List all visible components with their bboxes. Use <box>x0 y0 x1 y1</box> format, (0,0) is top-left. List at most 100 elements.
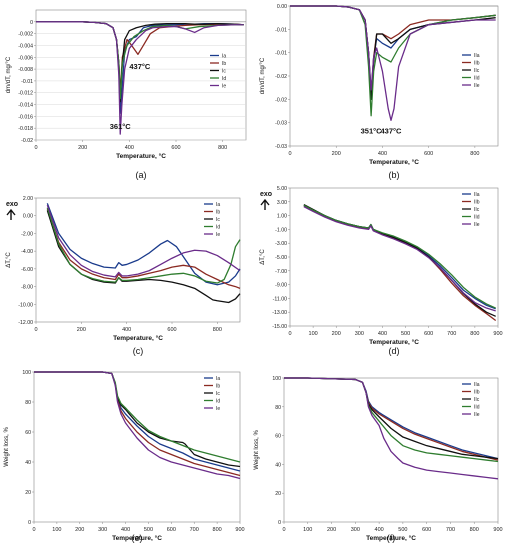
exo-label-c: exo <box>6 201 18 208</box>
y-tick-label-a-10: -0.02 <box>21 138 33 144</box>
x-tick-label-d-7: 700 <box>447 331 456 337</box>
series-line-c-Ia <box>46 203 241 286</box>
peak-annotation-b-0: 351°C <box>361 127 383 136</box>
legend-label-b-2: IIc <box>474 68 480 74</box>
x-axis-label-a: Temperature, °C <box>116 152 166 160</box>
y-tick-label-b-5: -0.03 <box>275 121 287 127</box>
x-axis-label-e: Temperature, °C <box>112 534 162 542</box>
x-tick-label-f-5: 500 <box>398 527 407 533</box>
x-tick-label-b-3: 600 <box>424 151 433 157</box>
y-tick-label-f-0: 0 <box>278 520 281 526</box>
y-tick-label-a-4: -0.008 <box>18 67 33 73</box>
x-tick-label-b-0: 0 <box>288 151 291 157</box>
y-tick-label-d-9: -13.00 <box>272 310 287 316</box>
legend-label-c-1: Ib <box>216 210 220 216</box>
panel-label-e: (e) <box>132 533 143 543</box>
y-tick-label-e-1: 20 <box>25 490 31 496</box>
series-line-d-IIb <box>303 205 497 322</box>
y-tick-label-d-0: 5.00 <box>277 186 287 192</box>
panel-e: 0 100 200 300 400 500 600 700 800 900 0 20 40 60 80 100… <box>4 370 245 543</box>
y-tick-label-c-2: -2.00 <box>21 231 33 237</box>
x-tick-label-e-8: 800 <box>213 527 222 533</box>
y-tick-label-d-5: -5.00 <box>275 255 287 261</box>
panel-label-d: (d) <box>389 346 400 356</box>
exo-arrow-icon <box>260 198 270 210</box>
x-tick-label-f-6: 600 <box>422 527 431 533</box>
x-tick-label-c-1: 200 <box>77 327 86 333</box>
x-tick-label-d-0: 0 <box>288 331 291 337</box>
y-axis-label-f: Weight loss, % <box>254 430 260 470</box>
y-axis-label-b: dm/dT, mg/°C <box>260 57 266 94</box>
x-tick-label-f-7: 700 <box>446 527 455 533</box>
x-tick-label-c-3: 600 <box>167 327 176 333</box>
y-tick-label-a-5: -0.01 <box>21 79 33 85</box>
x-axis-label-f: Temperature, °C <box>366 534 416 542</box>
panel-d: 0 100 200 300 400 500 600 700 800 900 5.00 3.00 1.00… <box>260 186 503 356</box>
panel-label-b: (b) <box>389 170 400 180</box>
legend-label-e-1: Ib <box>216 384 220 390</box>
legend-label-d-2: IIc <box>474 207 480 213</box>
y-tick-label-f-5: 100 <box>272 376 281 382</box>
y-tick-label-d-3: -1.00 <box>275 227 287 233</box>
y-tick-label-c-5: -8.00 <box>21 285 33 291</box>
y-tick-label-a-2: -0.004 <box>18 43 33 49</box>
y-tick-label-d-1: 3.00 <box>277 200 287 206</box>
legend-label-f-1: IIb <box>474 390 480 396</box>
x-tick-label-f-1: 100 <box>303 527 312 533</box>
legend-label-c-3: Id <box>216 225 220 231</box>
legend-label-a-4: Ie <box>222 84 226 90</box>
y-tick-label-c-6: -10.00 <box>18 302 33 308</box>
legend-label-b-0: IIa <box>474 53 480 59</box>
series-line-c-Ib <box>46 208 241 289</box>
y-axis-label-e: Weight loss, % <box>4 427 10 467</box>
x-axis-label-d: Temperature, °C <box>369 338 419 346</box>
x-tick-label-e-6: 600 <box>167 527 176 533</box>
y-tick-label-a-8: -0.016 <box>18 114 33 120</box>
series-line-b-IId <box>290 5 496 117</box>
series-line-e-Ia <box>34 371 241 472</box>
y-tick-label-c-0: 2.00 <box>23 196 33 202</box>
y-tick-label-d-7: -9.00 <box>275 283 287 289</box>
x-tick-label-f-3: 300 <box>351 527 360 533</box>
peak-annotation-b-1: 437°C <box>381 127 403 136</box>
y-tick-label-a-3: -0.006 <box>18 55 33 61</box>
x-tick-label-d-4: 400 <box>378 331 387 337</box>
panel-label-c: (c) <box>133 346 144 356</box>
x-tick-label-f-9: 900 <box>493 527 502 533</box>
y-tick-label-e-5: 100 <box>22 370 31 376</box>
x-tick-label-e-9: 900 <box>235 527 244 533</box>
legend-label-d-3: IId <box>474 215 480 221</box>
legend-label-a-1: Ib <box>222 61 226 67</box>
y-tick-label-f-4: 80 <box>275 405 281 411</box>
plot-frame-c <box>35 197 241 323</box>
y-tick-label-f-2: 40 <box>275 462 281 468</box>
x-tick-label-f-2: 200 <box>327 527 336 533</box>
y-tick-label-e-2: 40 <box>25 460 31 466</box>
series-line-d-IIe <box>303 206 496 312</box>
legend-label-f-0: IIa <box>474 382 480 388</box>
x-tick-label-e-3: 300 <box>98 527 107 533</box>
legend-label-d-0: IIa <box>474 192 480 198</box>
legend-label-e-0: Ia <box>216 376 220 382</box>
legend-label-a-2: Ic <box>222 69 226 75</box>
legend-label-f-3: IId <box>474 405 480 411</box>
y-tick-label-d-6: -7.00 <box>275 269 287 275</box>
x-tick-label-b-2: 400 <box>378 151 387 157</box>
x-tick-label-e-1: 100 <box>52 527 61 533</box>
x-axis-label-b: Temperature, °C <box>369 158 419 166</box>
y-tick-label-a-9: -0.018 <box>18 126 33 132</box>
legend-label-b-3: IId <box>474 76 480 82</box>
x-tick-label-e-2: 200 <box>75 527 84 533</box>
x-tick-label-a-4: 800 <box>218 145 227 151</box>
x-tick-label-b-1: 200 <box>332 151 341 157</box>
y-tick-label-e-0: 0 <box>28 520 31 526</box>
x-tick-label-d-5: 500 <box>401 331 410 337</box>
x-tick-label-c-4: 800 <box>213 327 222 333</box>
y-tick-label-b-0: 0.00 <box>277 4 287 10</box>
series-line-a-Id <box>36 21 244 100</box>
x-tick-label-c-2: 400 <box>122 327 131 333</box>
panel-a: 0 200 400 600 800 0 -0.002 -0.004 -0.006 -0.008 -0… <box>6 9 247 180</box>
y-axis-label-c: ΔT,°C <box>6 252 12 268</box>
series-line-d-IIc <box>303 203 496 317</box>
